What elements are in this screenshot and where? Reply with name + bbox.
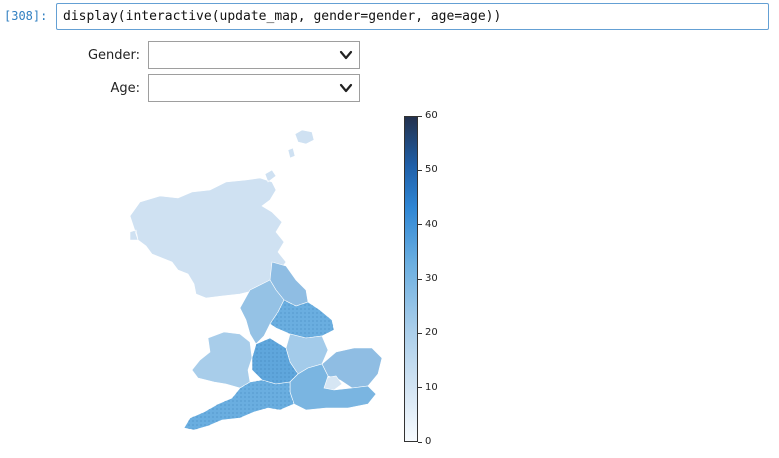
chevron-down-icon [339,83,353,93]
map-region-wales [191,331,253,389]
gender-dropdown[interactable] [148,41,360,69]
map-region-north-west [239,279,285,345]
age-dropdown[interactable] [148,74,360,102]
colorbar-tick-label: 20 [425,327,438,339]
cell-prompt: [308]: [4,9,48,23]
colorbar-tick [418,115,422,117]
colorbar-tick [418,441,422,443]
code-cell[interactable]: display(interactive(update_map, gender=g… [56,3,769,30]
age-label: Age: [110,81,140,96]
chevron-down-icon [339,50,353,60]
colorbar [404,116,418,442]
gender-label: Gender: [87,48,140,63]
colorbar-tick [418,332,422,334]
colorbar-tick [418,278,422,280]
colorbar-tick-label: 50 [425,164,438,176]
colorbar-tick-label: 60 [425,110,438,121]
map-region-scotland [129,169,287,299]
code-text: display(interactive(update_map, gender=g… [63,9,502,24]
map-region-scotland-islands [287,129,315,159]
colorbar-tick-label: 30 [425,273,438,284]
uk-choropleth-map [129,129,383,431]
colorbar-tick [418,387,422,389]
colorbar-tick-label: 10 [425,381,438,393]
colorbar-tick [418,169,422,171]
colorbar-tick-label: 40 [425,218,438,230]
colorbar-tick-label: 0 [425,436,432,447]
colorbar-tick [418,224,422,226]
